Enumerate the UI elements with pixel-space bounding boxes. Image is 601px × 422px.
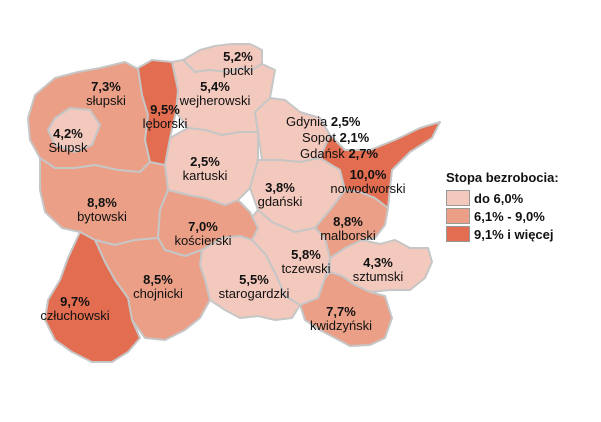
tricity-labels: Gdynia 2,5% Sopot 2,1% Gdańsk 2,7%: [282, 114, 378, 162]
value-tczewski: 5,8%: [291, 247, 321, 262]
tricity-value: 2,1%: [339, 130, 370, 145]
name-bytowski: bytowski: [77, 209, 127, 224]
legend-label-mid: 6,1% - 9,0%: [474, 208, 545, 224]
tricity-value: 2,5%: [330, 114, 361, 129]
tricity-name: Gdynia: [286, 114, 328, 129]
label-koscierski: 7,0% kościerski: [165, 220, 241, 248]
value-leborski: 9,5%: [150, 102, 180, 117]
tricity-row-sopot: Sopot 2,1%: [282, 130, 378, 146]
name-starogardzki: starogardzki: [218, 286, 290, 301]
tricity-name: Sopot: [302, 130, 336, 145]
label-gdanski: 3,8% gdański: [250, 181, 310, 209]
name-kartuski: kartuski: [182, 168, 228, 183]
legend-item-low: do 6,0%: [446, 189, 559, 207]
label-sztumski: 4,3% sztumski: [340, 256, 416, 284]
label-leborski: 9,5% lęborski: [137, 103, 193, 131]
name-gdanski: gdański: [257, 194, 303, 209]
region-kwidzynski[interactable]: [299, 271, 393, 347]
tricity-row-gdansk: Gdańsk 2,7%: [282, 146, 378, 162]
label-chojnicki: 8,5% chojnicki: [120, 273, 196, 301]
tricity-name: Gdańsk: [300, 146, 345, 161]
value-slupsk: 4,2%: [53, 126, 83, 141]
legend-swatch-low: [446, 190, 470, 206]
value-nowodworski: 10,0%: [349, 167, 387, 182]
value-koscierski: 7,0%: [188, 219, 218, 234]
label-slupsk: 4,2% Słupsk: [40, 127, 96, 155]
label-kwidzynski: 7,7% kwidzyński: [298, 305, 384, 333]
legend-label-high: 9,1% i więcej: [474, 226, 554, 242]
name-chojnicki: chojnicki: [133, 286, 183, 301]
label-bytowski: 8,8% bytowski: [64, 196, 140, 224]
value-kartuski: 2,5%: [190, 154, 220, 169]
value-slupski: 7,3%: [91, 79, 121, 94]
value-starogardzki: 5,5%: [239, 272, 269, 287]
value-malborski: 8,8%: [333, 214, 363, 229]
label-pucki: 5,2% pucki: [216, 50, 260, 78]
value-kwidzynski: 7,7%: [326, 304, 356, 319]
label-slupski: 7,3% słupski: [78, 80, 134, 108]
name-malborski: malborski: [320, 228, 376, 243]
value-chojnicki: 8,5%: [143, 272, 173, 287]
value-czluchowski: 9,7%: [60, 294, 90, 309]
name-wejherowski: wejherowski: [179, 93, 251, 108]
legend-title: Stopa bezrobocia:: [446, 170, 559, 185]
name-leborski: lęborski: [142, 116, 188, 131]
value-pucki: 5,2%: [223, 49, 253, 64]
name-koscierski: kościerski: [174, 233, 232, 248]
name-tczewski: tczewski: [281, 261, 331, 276]
name-kwidzynski: kwidzyński: [309, 318, 373, 333]
value-bytowski: 8,8%: [87, 195, 117, 210]
name-pucki: pucki: [222, 63, 254, 78]
region-czluchowski[interactable]: [44, 231, 141, 363]
value-gdanski: 3,8%: [265, 180, 295, 195]
legend-swatch-high: [446, 226, 470, 242]
label-malborski: 8,8% malborski: [308, 215, 388, 243]
legend-item-high: 9,1% i więcej: [446, 225, 559, 243]
value-wejherowski: 5,4%: [200, 79, 230, 94]
name-czluchowski: człuchowski: [40, 308, 110, 323]
region-leborski[interactable]: [137, 59, 179, 166]
value-sztumski: 4,3%: [363, 255, 393, 270]
legend-swatch-mid: [446, 208, 470, 224]
label-wejherowski: 5,4% wejherowski: [172, 80, 258, 108]
legend-item-mid: 6,1% - 9,0%: [446, 207, 559, 225]
tricity-row-gdynia: Gdynia 2,5%: [282, 114, 378, 130]
name-slupsk: Słupsk: [48, 140, 88, 155]
region-nowodworski[interactable]: [319, 121, 441, 209]
label-starogardzki: 5,5% starogardzki: [206, 273, 302, 301]
name-nowodworski: nowodworski: [330, 181, 406, 196]
label-kartuski: 2,5% kartuski: [172, 155, 238, 183]
name-sztumski: sztumski: [352, 269, 404, 284]
tricity-value: 2,7%: [348, 146, 379, 161]
name-slupski: słupski: [86, 93, 126, 108]
label-nowodworski: 10,0% nowodworski: [318, 168, 418, 196]
legend: Stopa bezrobocia: do 6,0% 6,1% - 9,0% 9,…: [446, 170, 559, 243]
label-tczewski: 5,8% tczewski: [268, 248, 344, 276]
label-czluchowski: 9,7% człuchowski: [28, 295, 122, 323]
legend-label-low: do 6,0%: [474, 190, 524, 206]
